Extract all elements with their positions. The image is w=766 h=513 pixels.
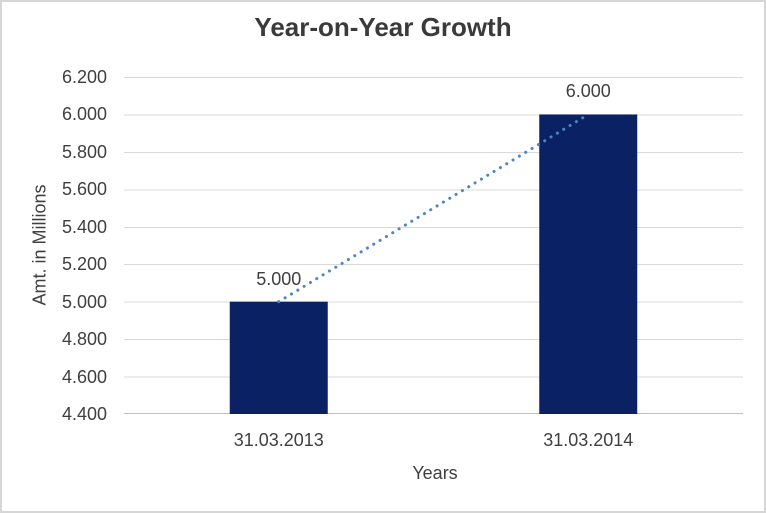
chart-title: Year-on-Year Growth	[254, 12, 512, 42]
x-tick-label: 31.03.2014	[543, 430, 634, 450]
x-tick-label: 31.03.2013	[233, 430, 324, 450]
y-tick-label: 5.600	[61, 179, 107, 200]
plot-svg	[124, 77, 743, 414]
trendline-dotted	[277, 112, 590, 304]
bar-value-label: 6.000	[565, 81, 611, 102]
y-tick-label: 5.400	[61, 216, 107, 237]
plot-area	[124, 77, 743, 414]
y-tick-label: 5.000	[61, 291, 107, 312]
x-axis-title: Years	[412, 463, 458, 483]
y-tick-label: 4.800	[61, 329, 107, 350]
y-tick-label: 6.000	[61, 104, 107, 125]
y-tick-label: 5.200	[61, 254, 107, 275]
y-tick-label: 4.600	[61, 366, 107, 387]
y-tick-label: 4.400	[61, 404, 107, 424]
y-tick-label: 6.200	[61, 67, 107, 87]
bar-value-label: 5.000	[256, 268, 302, 289]
y-axis-title: Amt. in Millions	[29, 184, 50, 306]
y-tick-label: 5.800	[61, 141, 107, 162]
bar	[539, 114, 638, 414]
bar	[229, 301, 328, 414]
